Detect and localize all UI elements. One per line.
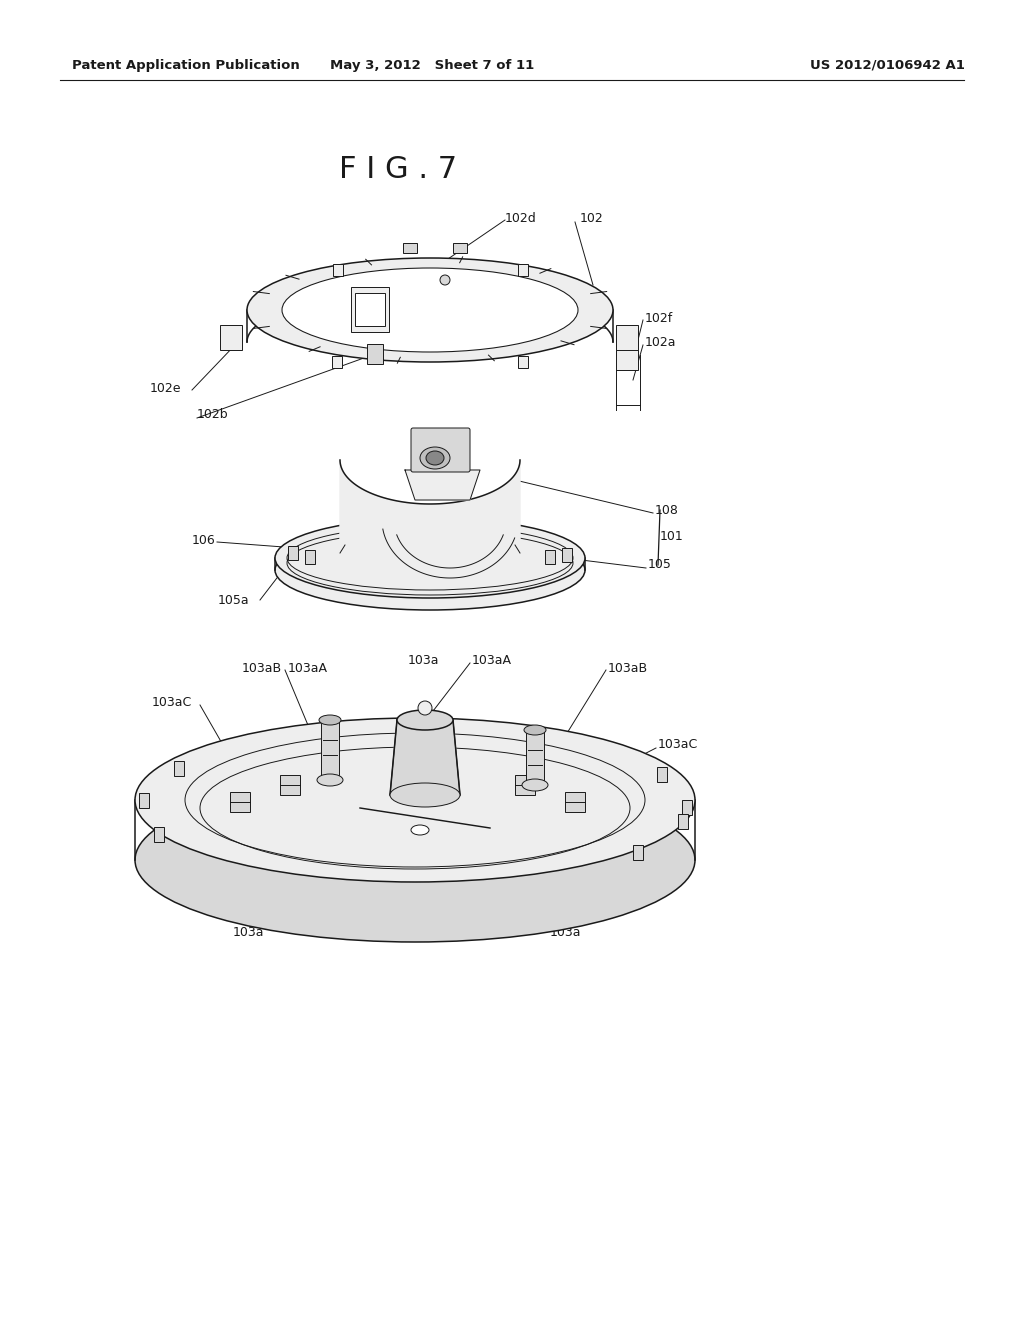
- Bar: [616, 350, 638, 370]
- Text: 102c: 102c: [305, 293, 336, 306]
- Bar: [682, 800, 692, 814]
- Bar: [139, 793, 150, 808]
- Text: 103a: 103a: [549, 927, 581, 940]
- Text: 102b: 102b: [197, 408, 228, 421]
- Bar: [230, 792, 250, 812]
- Text: 103aA: 103aA: [472, 653, 512, 667]
- Text: 102a: 102a: [645, 335, 677, 348]
- Bar: [678, 813, 688, 829]
- Text: F I G . 7: F I G . 7: [339, 156, 457, 185]
- Bar: [565, 792, 585, 812]
- Bar: [562, 548, 572, 562]
- Ellipse shape: [524, 725, 546, 735]
- Ellipse shape: [319, 715, 341, 725]
- Bar: [515, 775, 535, 795]
- Ellipse shape: [135, 718, 695, 882]
- Bar: [633, 845, 643, 859]
- Text: 103aA: 103aA: [288, 661, 328, 675]
- Text: 102e: 102e: [150, 381, 181, 395]
- Circle shape: [418, 701, 432, 715]
- Bar: [321, 719, 339, 780]
- Bar: [517, 264, 527, 276]
- Ellipse shape: [247, 257, 613, 362]
- Bar: [220, 325, 242, 350]
- Polygon shape: [406, 470, 480, 500]
- Bar: [453, 243, 467, 253]
- Text: 103a: 103a: [408, 653, 439, 667]
- Bar: [517, 356, 527, 368]
- Bar: [351, 286, 389, 333]
- Polygon shape: [340, 459, 520, 553]
- Text: 105a: 105a: [218, 594, 250, 606]
- Bar: [288, 546, 298, 560]
- Text: 102: 102: [580, 211, 604, 224]
- Text: May 3, 2012   Sheet 7 of 11: May 3, 2012 Sheet 7 of 11: [330, 58, 535, 71]
- Ellipse shape: [420, 447, 450, 469]
- Ellipse shape: [426, 451, 444, 465]
- Ellipse shape: [390, 783, 460, 807]
- Text: 103aB: 103aB: [608, 661, 648, 675]
- Text: 102f: 102f: [645, 312, 673, 325]
- FancyBboxPatch shape: [411, 428, 470, 473]
- Bar: [305, 550, 315, 564]
- Text: US 2012/0106942 A1: US 2012/0106942 A1: [810, 58, 965, 71]
- Ellipse shape: [522, 779, 548, 791]
- Ellipse shape: [317, 774, 343, 785]
- Bar: [526, 730, 544, 785]
- Ellipse shape: [282, 268, 578, 352]
- Text: 106: 106: [191, 533, 215, 546]
- Circle shape: [440, 275, 450, 285]
- Text: 105: 105: [648, 558, 672, 572]
- Bar: [616, 325, 638, 355]
- Text: 101: 101: [660, 531, 684, 544]
- Text: 103aB: 103aB: [242, 661, 283, 675]
- Bar: [174, 762, 184, 776]
- Ellipse shape: [275, 531, 585, 610]
- Text: Patent Application Publication: Patent Application Publication: [72, 58, 300, 71]
- Text: 108: 108: [655, 503, 679, 516]
- Ellipse shape: [135, 777, 695, 942]
- Bar: [333, 264, 342, 276]
- Bar: [403, 243, 417, 253]
- Bar: [333, 356, 342, 368]
- Text: 103a: 103a: [232, 927, 264, 940]
- Bar: [656, 767, 667, 781]
- Ellipse shape: [275, 517, 585, 598]
- Bar: [545, 550, 555, 564]
- Ellipse shape: [397, 710, 453, 730]
- Bar: [355, 293, 385, 326]
- Polygon shape: [390, 719, 460, 795]
- Text: 102d: 102d: [505, 211, 537, 224]
- Bar: [155, 826, 165, 842]
- Ellipse shape: [411, 825, 429, 836]
- Text: 103aC: 103aC: [152, 697, 193, 710]
- Bar: [280, 775, 300, 795]
- Text: 103aC: 103aC: [658, 738, 698, 751]
- Bar: [367, 345, 383, 364]
